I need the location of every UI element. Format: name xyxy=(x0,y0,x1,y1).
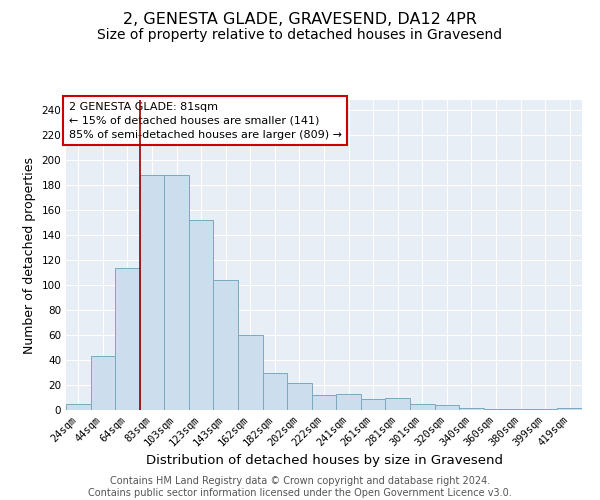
Bar xyxy=(140,175,164,410)
Bar xyxy=(557,408,582,410)
Bar xyxy=(164,175,189,410)
Bar xyxy=(410,404,434,410)
Bar xyxy=(508,409,533,410)
Bar xyxy=(66,404,91,410)
Bar xyxy=(336,394,361,410)
Bar xyxy=(91,356,115,410)
Bar xyxy=(484,409,508,410)
Text: Contains HM Land Registry data © Crown copyright and database right 2024.
Contai: Contains HM Land Registry data © Crown c… xyxy=(88,476,512,498)
Bar xyxy=(533,409,557,410)
Bar xyxy=(312,395,336,410)
Bar xyxy=(361,399,385,410)
Bar xyxy=(263,372,287,410)
Bar xyxy=(287,382,312,410)
Bar xyxy=(238,335,263,410)
Text: Size of property relative to detached houses in Gravesend: Size of property relative to detached ho… xyxy=(97,28,503,42)
Text: 2 GENESTA GLADE: 81sqm
← 15% of detached houses are smaller (141)
85% of semi-de: 2 GENESTA GLADE: 81sqm ← 15% of detached… xyxy=(68,102,341,140)
X-axis label: Distribution of detached houses by size in Gravesend: Distribution of detached houses by size … xyxy=(146,454,503,467)
Bar xyxy=(459,408,484,410)
Bar xyxy=(115,268,140,410)
Y-axis label: Number of detached properties: Number of detached properties xyxy=(23,156,36,354)
Bar xyxy=(214,280,238,410)
Bar xyxy=(385,398,410,410)
Bar xyxy=(189,220,214,410)
Bar xyxy=(434,405,459,410)
Text: 2, GENESTA GLADE, GRAVESEND, DA12 4PR: 2, GENESTA GLADE, GRAVESEND, DA12 4PR xyxy=(123,12,477,28)
